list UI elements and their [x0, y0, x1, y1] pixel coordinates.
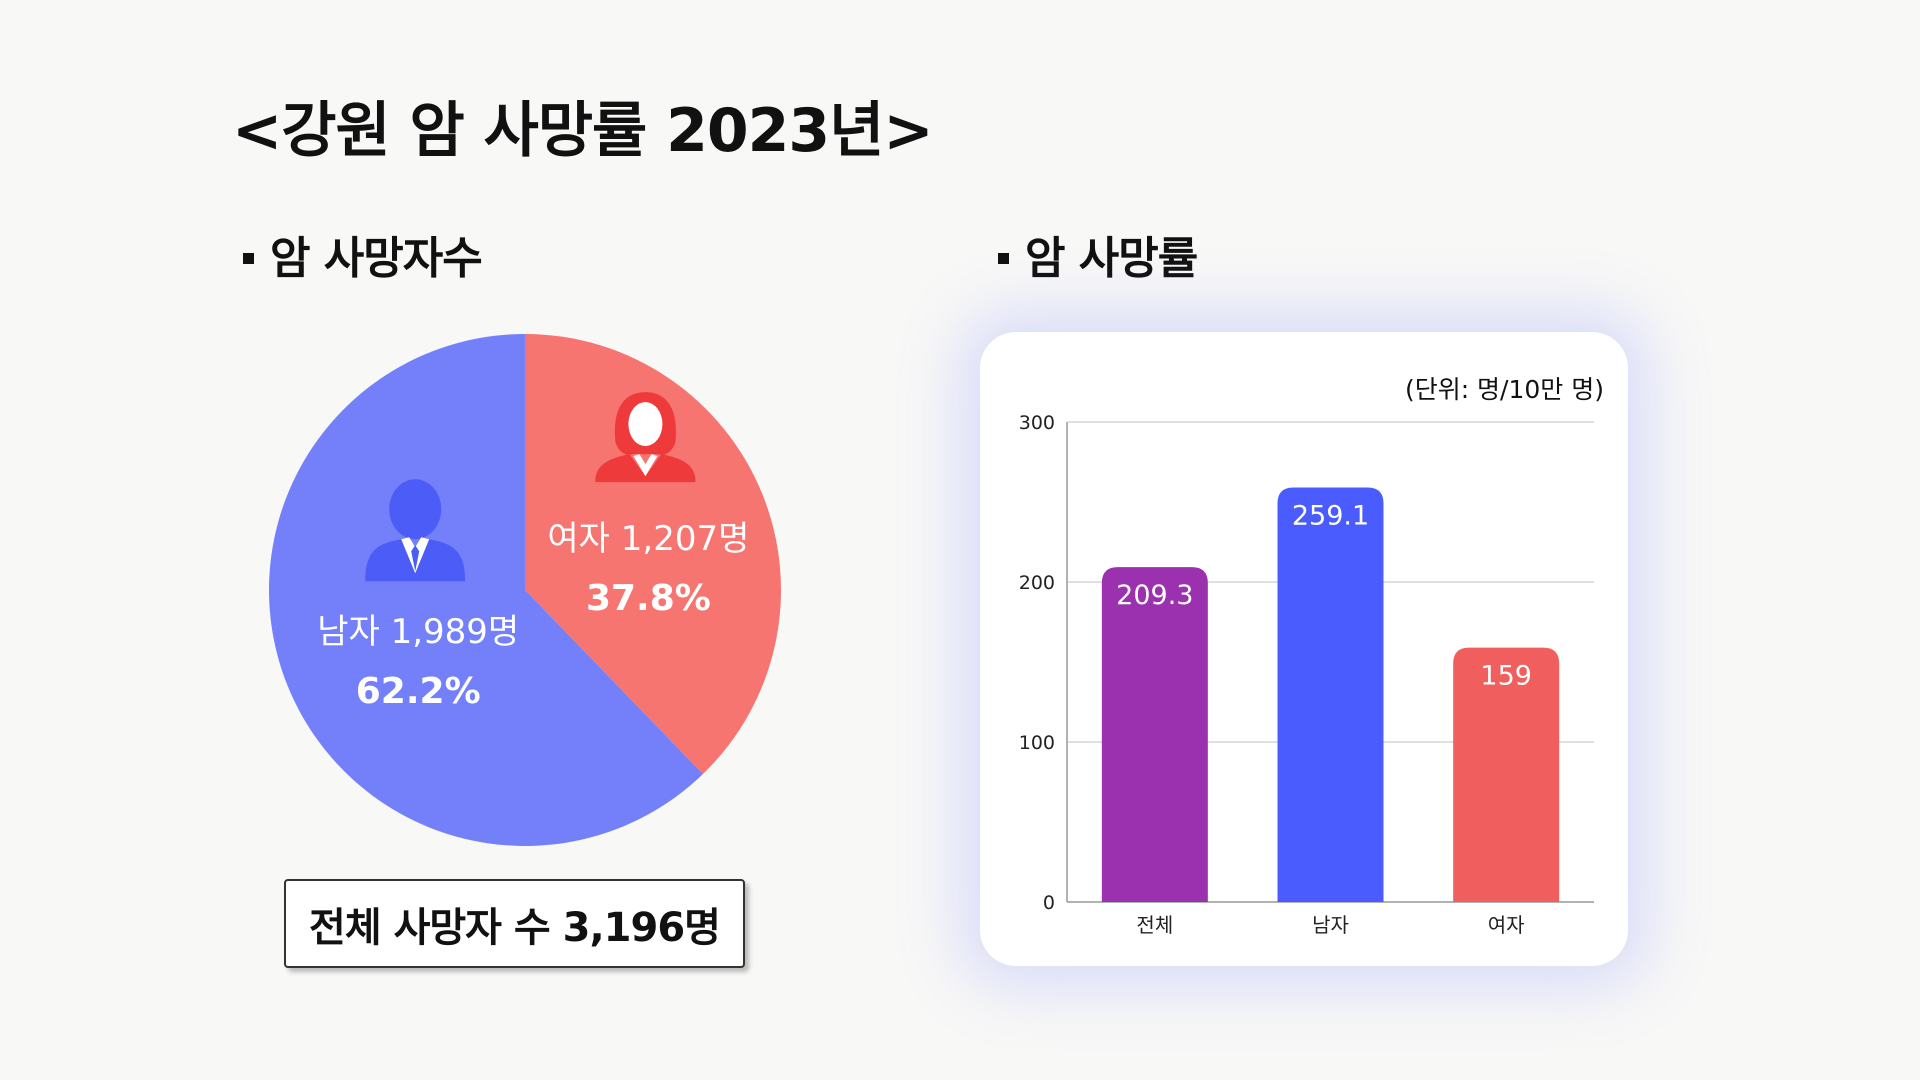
pie-percent-female: 37.8%: [586, 578, 711, 619]
bar-전체: [1101, 567, 1208, 902]
bar-여자: [1453, 647, 1560, 902]
x-tick-label: 여자: [1488, 913, 1525, 937]
bar-value-label: 159: [1480, 661, 1532, 692]
bar-value-label: 259.1: [1292, 500, 1369, 531]
man-person-icon: [365, 479, 466, 582]
bullet-square-icon: [243, 252, 254, 264]
y-tick-label: 300: [1019, 412, 1055, 434]
bar-chart: (단위: 명/10만 명) 0 100 200 300 209.3 전체 259.1 남자 159…: [1019, 375, 1604, 937]
pie-chart: 여자 1,207명 37.8% 남자 1,989명 62.2%: [269, 334, 781, 846]
x-tick-label: 전체: [1136, 913, 1173, 937]
bar-value-label: 209.3: [1116, 580, 1193, 611]
bullet-square-icon: [998, 252, 1009, 264]
rate-section-heading: 암 사망률: [998, 222, 1198, 286]
total-deaths-box: 전체 사망자 수 3,196명: [284, 879, 745, 968]
rate-heading-text: 암 사망률: [1025, 233, 1198, 284]
y-tick-label: 100: [1019, 732, 1055, 754]
x-tick-label: 남자: [1312, 913, 1349, 937]
woman-person-icon: [595, 392, 696, 483]
pie-label-male: 남자 1,989명: [317, 612, 519, 652]
pie-slice-female: [525, 334, 781, 775]
deaths-section-heading: 암 사망자수: [243, 222, 483, 286]
y-tick-label: 200: [1019, 572, 1055, 594]
page-title: <강원 암 사망률 2023년>: [232, 96, 934, 166]
total-deaths-label: 전체 사망자 수 3,196명: [309, 904, 721, 951]
pie-percent-male: 62.2%: [356, 671, 481, 712]
bar-남자: [1277, 487, 1384, 902]
unit-label: (단위: 명/10만 명): [1405, 375, 1604, 404]
pie-slice-male: [269, 334, 703, 846]
y-tick-label: 0: [1043, 892, 1055, 914]
deaths-heading-text: 암 사망자수: [270, 233, 483, 284]
pie-label-female: 여자 1,207명: [547, 519, 749, 559]
bar-chart-card: (단위: 명/10만 명) 0 100 200 300 209.3 전체 259.1 남자 159…: [980, 332, 1628, 966]
